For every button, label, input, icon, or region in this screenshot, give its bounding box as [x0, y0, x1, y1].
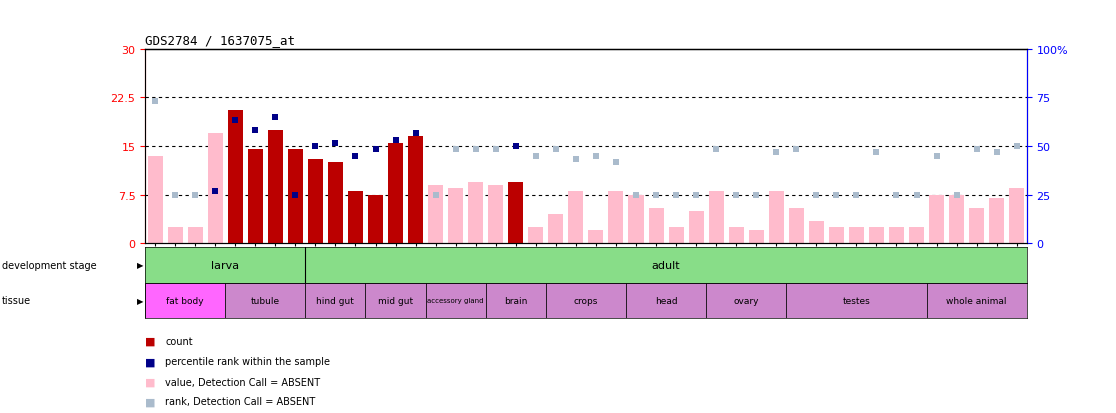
- Text: ■: ■: [145, 377, 155, 387]
- Bar: [147, 157, 163, 244]
- Text: ■: ■: [145, 396, 155, 406]
- Bar: [628, 195, 644, 244]
- Bar: [429, 185, 443, 244]
- Bar: [187, 228, 203, 244]
- Bar: [787, 283, 926, 318]
- Bar: [608, 192, 624, 244]
- Text: fat body: fat body: [166, 296, 204, 305]
- Bar: [626, 283, 706, 318]
- Bar: [869, 228, 884, 244]
- Bar: [689, 211, 703, 244]
- Text: ■: ■: [145, 336, 155, 346]
- Bar: [926, 283, 1027, 318]
- Text: value, Detection Call = ABSENT: value, Detection Call = ABSENT: [165, 377, 320, 387]
- Bar: [228, 111, 243, 244]
- Bar: [288, 150, 302, 244]
- Bar: [588, 231, 604, 244]
- Bar: [709, 192, 723, 244]
- Text: head: head: [655, 296, 677, 305]
- Bar: [366, 283, 425, 318]
- Text: tissue: tissue: [2, 295, 31, 306]
- Bar: [408, 137, 423, 244]
- Text: GDS2784 / 1637075_at: GDS2784 / 1637075_at: [145, 34, 295, 47]
- Text: tubule: tubule: [251, 296, 280, 305]
- Bar: [668, 228, 684, 244]
- Bar: [469, 182, 483, 244]
- Bar: [268, 131, 282, 244]
- Text: larva: larva: [211, 260, 239, 271]
- Text: ■: ■: [145, 356, 155, 366]
- Bar: [328, 163, 343, 244]
- Text: accessory gland: accessory gland: [427, 297, 484, 304]
- Text: development stage: development stage: [2, 260, 97, 271]
- Bar: [306, 283, 366, 318]
- Text: ▶: ▶: [137, 261, 144, 270]
- Bar: [145, 283, 225, 318]
- Bar: [225, 283, 306, 318]
- Bar: [929, 195, 944, 244]
- Text: brain: brain: [504, 296, 528, 305]
- Text: crops: crops: [574, 296, 598, 305]
- Bar: [648, 208, 664, 244]
- Bar: [348, 192, 363, 244]
- Bar: [508, 182, 523, 244]
- Bar: [308, 159, 323, 244]
- Bar: [425, 283, 485, 318]
- Bar: [368, 195, 383, 244]
- Text: whole animal: whole animal: [946, 296, 1007, 305]
- Bar: [809, 221, 824, 244]
- Text: adult: adult: [652, 260, 681, 271]
- Bar: [548, 215, 564, 244]
- Bar: [449, 189, 463, 244]
- Bar: [485, 283, 546, 318]
- Bar: [789, 208, 804, 244]
- Bar: [1009, 189, 1024, 244]
- Bar: [488, 185, 503, 244]
- Bar: [989, 198, 1004, 244]
- Bar: [568, 192, 584, 244]
- Bar: [528, 228, 543, 244]
- Text: percentile rank within the sample: percentile rank within the sample: [165, 356, 330, 366]
- Text: ovary: ovary: [733, 296, 759, 305]
- Bar: [949, 195, 964, 244]
- Bar: [388, 143, 403, 244]
- Bar: [546, 283, 626, 318]
- Text: testes: testes: [843, 296, 870, 305]
- Bar: [729, 228, 743, 244]
- Bar: [248, 150, 262, 244]
- Bar: [910, 228, 924, 244]
- Text: count: count: [165, 336, 193, 346]
- Bar: [829, 228, 844, 244]
- Bar: [167, 228, 183, 244]
- Bar: [208, 134, 223, 244]
- Bar: [849, 228, 864, 244]
- Bar: [769, 192, 783, 244]
- Bar: [749, 231, 763, 244]
- Text: mid gut: mid gut: [378, 296, 413, 305]
- Text: hind gut: hind gut: [317, 296, 355, 305]
- Text: ▶: ▶: [137, 296, 144, 305]
- Bar: [706, 283, 787, 318]
- Bar: [889, 228, 904, 244]
- Bar: [969, 208, 984, 244]
- Text: rank, Detection Call = ABSENT: rank, Detection Call = ABSENT: [165, 396, 316, 406]
